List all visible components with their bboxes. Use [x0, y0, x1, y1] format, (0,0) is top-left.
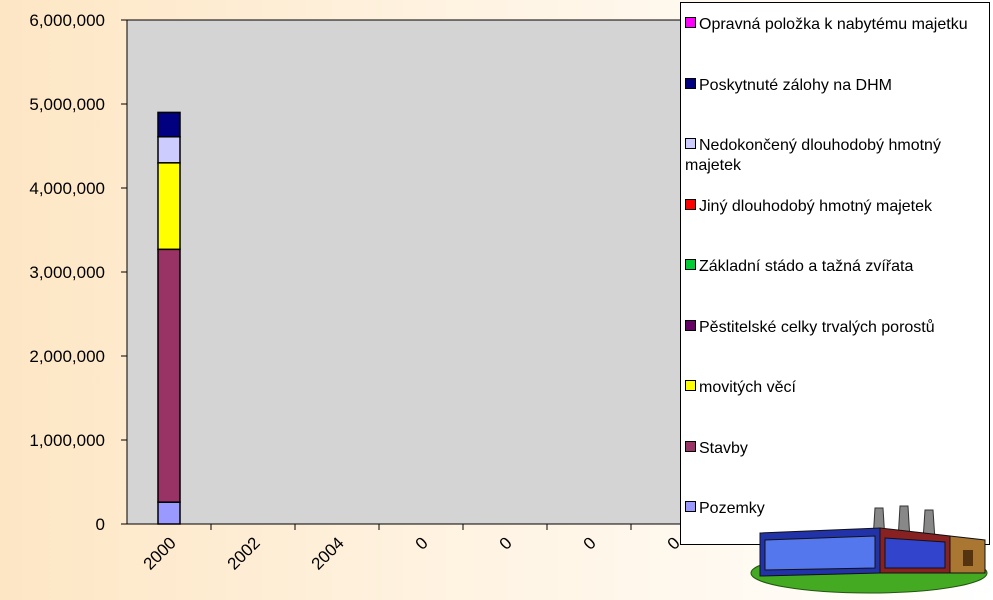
y-tick-label: 2,000,000 — [29, 347, 105, 366]
legend-item: Jiný dlouhodobý hmotný majetek — [685, 197, 985, 217]
legend-label: Pěstitelské celky trvalých porostů — [699, 318, 935, 336]
legend-label: Jiný dlouhodobý hmotný majetek — [699, 197, 933, 215]
legend-label: Poskytnuté zálohy na DHM — [699, 76, 892, 94]
legend-label: movitých věcí — [699, 379, 796, 396]
legend-swatch — [685, 259, 696, 270]
legend-item: Opravná položka k nabytému majetku — [685, 15, 985, 35]
x-tick-label: 0 — [580, 533, 600, 553]
legend-item: Stavby — [685, 439, 985, 459]
x-tick-label: 2000 — [140, 533, 180, 573]
legend-label: Pozemky — [699, 500, 765, 517]
legend-item: Pěstitelské celky trvalých porostů — [685, 318, 985, 338]
legend-item: Pozemky — [685, 499, 985, 519]
factory-clipart — [750, 505, 988, 594]
legend-label: Stavby — [699, 439, 748, 457]
legend-label: Základní stádo a tažná zvířata — [699, 258, 914, 275]
legend-swatch — [685, 77, 696, 89]
bar-segment — [157, 501, 181, 525]
x-tick-label: 0 — [496, 533, 516, 553]
y-tick-label: 3,000,000 — [29, 263, 105, 282]
legend-item: movitých věcí — [685, 378, 985, 398]
y-tick-label: 0 — [96, 515, 105, 534]
legend-swatch — [685, 198, 696, 210]
legend-swatch — [685, 440, 696, 452]
y-tick-label: 4,000,000 — [29, 179, 105, 198]
plot-area — [126, 19, 716, 525]
bar-segment — [157, 136, 181, 164]
bar-segment — [157, 162, 181, 251]
legend-swatch — [685, 380, 696, 391]
x-tick-label: 2002 — [224, 533, 264, 573]
y-tick-label: 5,000,000 — [29, 95, 105, 114]
x-tick-label: 0 — [412, 533, 432, 553]
legend: Opravná položka k nabytému majetku Poskyt… — [680, 2, 990, 545]
legend-item: Poskytnuté zálohy na DHM — [685, 76, 985, 96]
legend-item: Nedokončený dlouhodobý hmotný majetek — [685, 136, 985, 176]
legend-swatch — [685, 17, 696, 28]
bar-segment — [157, 111, 181, 138]
bar-segment — [157, 248, 181, 503]
y-tick-label: 1,000,000 — [29, 431, 105, 450]
legend-label: Opravná položka k nabytému majetku — [699, 16, 968, 33]
legend-swatch — [685, 319, 696, 331]
x-tick-label: 2004 — [308, 533, 348, 573]
legend-label: Nedokončený dlouhodobý hmotný majetek — [685, 137, 941, 174]
legend-swatch — [685, 138, 696, 149]
y-tick-label: 6,000,000 — [29, 11, 105, 30]
legend-swatch — [685, 501, 696, 512]
legend-item: Základní stádo a tažná zvířata — [685, 257, 985, 277]
